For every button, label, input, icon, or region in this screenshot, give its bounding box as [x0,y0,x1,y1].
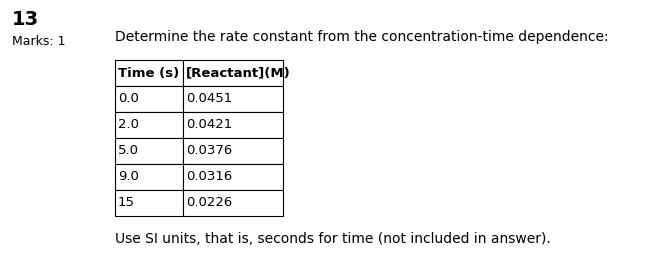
Text: 9.0: 9.0 [118,171,139,183]
Text: 0.0316: 0.0316 [186,171,232,183]
Text: Marks: 1: Marks: 1 [12,35,65,48]
Bar [115,190,183,216]
Bar [183,112,283,138]
Text: 0.0: 0.0 [118,92,139,106]
Bar [183,60,283,86]
Bar [183,190,283,216]
Text: 0.0421: 0.0421 [186,119,232,131]
Bar [115,112,183,138]
Text: 15: 15 [118,196,135,210]
Bar [183,164,283,190]
Text: [Reactant](M): [Reactant](M) [186,67,291,79]
Bar [183,138,283,164]
Bar [183,86,283,112]
Bar [115,60,183,86]
Text: 5.0: 5.0 [118,144,139,158]
Text: Time (s): Time (s) [118,67,179,79]
Text: 0.0376: 0.0376 [186,144,232,158]
Text: 2.0: 2.0 [118,119,139,131]
Bar [115,138,183,164]
Text: 0.0226: 0.0226 [186,196,232,210]
Bar [115,86,183,112]
Text: Use SI units, that is, seconds for time (not included in answer).: Use SI units, that is, seconds for time … [115,232,551,246]
Text: 0.0451: 0.0451 [186,92,232,106]
Bar [115,164,183,190]
Text: Determine the rate constant from the concentration-time dependence:: Determine the rate constant from the con… [115,30,609,44]
Text: 13: 13 [12,10,39,29]
